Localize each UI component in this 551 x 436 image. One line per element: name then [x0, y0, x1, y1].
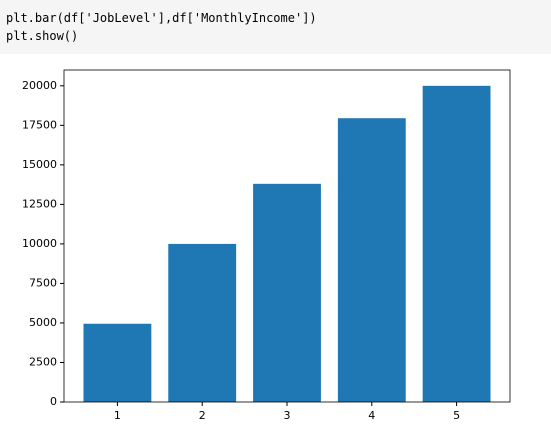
plot-frame — [63, 69, 511, 403]
y-tick-label: 2500 — [29, 355, 57, 368]
y-tick-label: 10000 — [22, 237, 57, 250]
y-tick-label: 12500 — [22, 197, 57, 210]
code-line: plt.bar(df['JobLevel'],df['MonthlyIncome… — [6, 11, 317, 25]
y-tick-label: 5000 — [29, 316, 57, 329]
bar — [422, 85, 491, 403]
y-tick-label: 0 — [50, 395, 57, 408]
code-line: plt.show() — [6, 29, 79, 43]
y-tick-label: 7500 — [29, 276, 57, 289]
y-tick-label: 15000 — [22, 158, 57, 171]
y-tick-label: 20000 — [22, 79, 57, 92]
x-tick-label: 3 — [284, 409, 291, 422]
bar — [83, 323, 152, 402]
code-cell: plt.bar(df['JobLevel'],df['MonthlyIncome… — [0, 0, 551, 54]
bar — [253, 183, 321, 402]
bar — [168, 243, 237, 402]
x-tick-label: 2 — [199, 409, 206, 422]
y-tick-label: 17500 — [22, 118, 57, 131]
x-tick-label: 4 — [368, 409, 375, 422]
x-tick-label: 1 — [114, 409, 121, 422]
x-tick-label: 5 — [453, 409, 460, 422]
bar — [337, 118, 406, 402]
